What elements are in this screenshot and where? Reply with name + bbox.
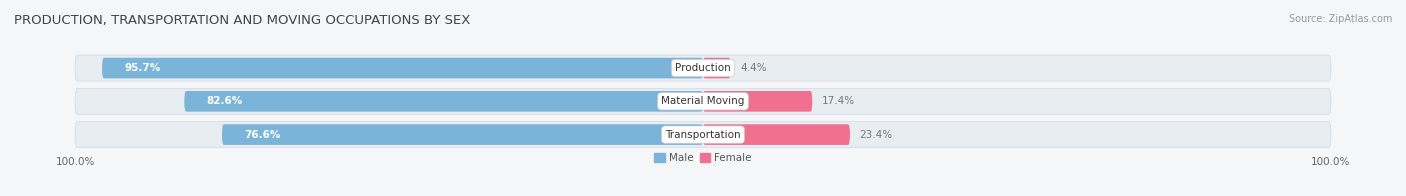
Legend: Male, Female: Male, Female (650, 149, 756, 167)
FancyBboxPatch shape (75, 55, 1331, 81)
FancyBboxPatch shape (222, 124, 703, 145)
Text: PRODUCTION, TRANSPORTATION AND MOVING OCCUPATIONS BY SEX: PRODUCTION, TRANSPORTATION AND MOVING OC… (14, 14, 471, 27)
FancyBboxPatch shape (103, 58, 703, 78)
Text: 76.6%: 76.6% (245, 130, 280, 140)
Text: 23.4%: 23.4% (859, 130, 893, 140)
Text: 4.4%: 4.4% (740, 63, 766, 73)
Text: Material Moving: Material Moving (661, 96, 745, 106)
Text: Source: ZipAtlas.com: Source: ZipAtlas.com (1288, 14, 1392, 24)
FancyBboxPatch shape (184, 91, 703, 112)
FancyBboxPatch shape (703, 91, 813, 112)
Text: 95.7%: 95.7% (124, 63, 160, 73)
FancyBboxPatch shape (75, 88, 1331, 114)
Text: 17.4%: 17.4% (821, 96, 855, 106)
Text: 82.6%: 82.6% (207, 96, 243, 106)
Text: Transportation: Transportation (665, 130, 741, 140)
FancyBboxPatch shape (75, 122, 1331, 148)
FancyBboxPatch shape (703, 58, 731, 78)
Text: Production: Production (675, 63, 731, 73)
FancyBboxPatch shape (703, 124, 851, 145)
